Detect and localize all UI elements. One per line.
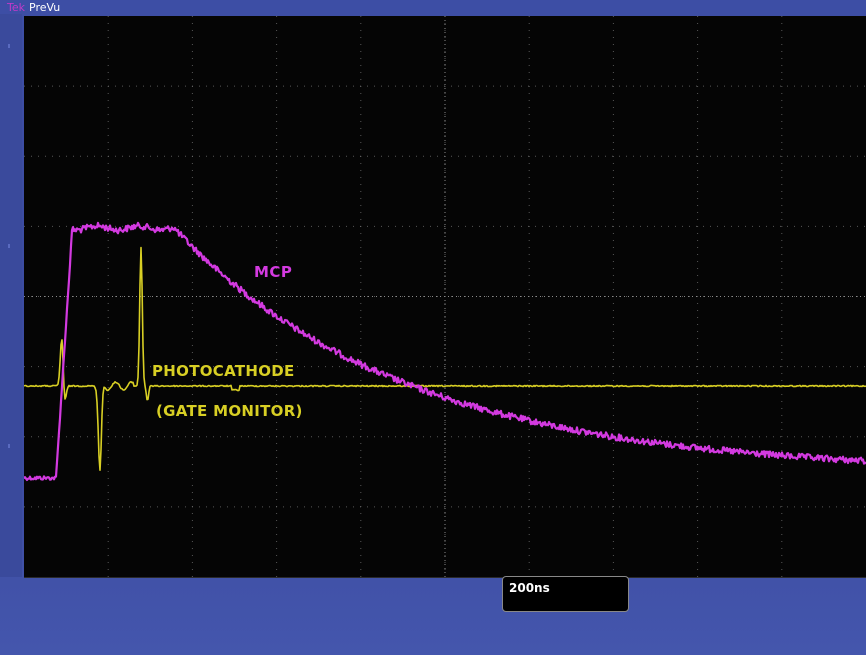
- photocathode-trace: [24, 246, 866, 472]
- timebase-readout[interactable]: 200ns: [502, 576, 629, 612]
- acquisition-mode-label: PreVu: [29, 0, 61, 14]
- brand-logo: Tek: [7, 0, 25, 14]
- gate-monitor-label: (GATE MONITOR): [156, 402, 303, 420]
- rail-mark: [8, 444, 10, 448]
- rail-mark: [8, 244, 10, 248]
- left-rail: [0, 14, 22, 577]
- mcp-label: MCP: [254, 263, 293, 281]
- mcp-trace: [24, 221, 866, 482]
- photocathode-waveform: [24, 246, 866, 472]
- top-status-bar: Tek PreVu: [0, 0, 866, 14]
- oscilloscope-display[interactable]: MCP PHOTOCATHODE (GATE MONITOR): [24, 16, 866, 578]
- mcp-waveform: [24, 221, 866, 482]
- timebase-value: 200ns: [509, 581, 550, 595]
- waveform-plot[interactable]: [24, 16, 866, 577]
- photocathode-label: PHOTOCATHODE: [152, 362, 295, 380]
- rail-mark: [8, 44, 10, 48]
- center-axes: [24, 16, 866, 577]
